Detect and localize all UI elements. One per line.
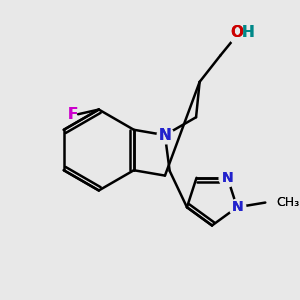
Text: H: H [241,26,254,40]
Text: O: O [230,26,243,40]
Text: N: N [222,171,233,185]
Text: H: H [241,26,254,40]
Text: CH₃: CH₃ [277,196,300,209]
Text: N: N [159,128,171,142]
Text: CH₃: CH₃ [277,196,300,209]
Text: F: F [67,107,78,122]
Text: N: N [159,128,171,142]
Text: N: N [222,171,233,185]
Text: N: N [231,200,243,214]
Text: O: O [230,26,243,40]
Text: N: N [231,200,243,214]
Text: F: F [67,107,78,122]
